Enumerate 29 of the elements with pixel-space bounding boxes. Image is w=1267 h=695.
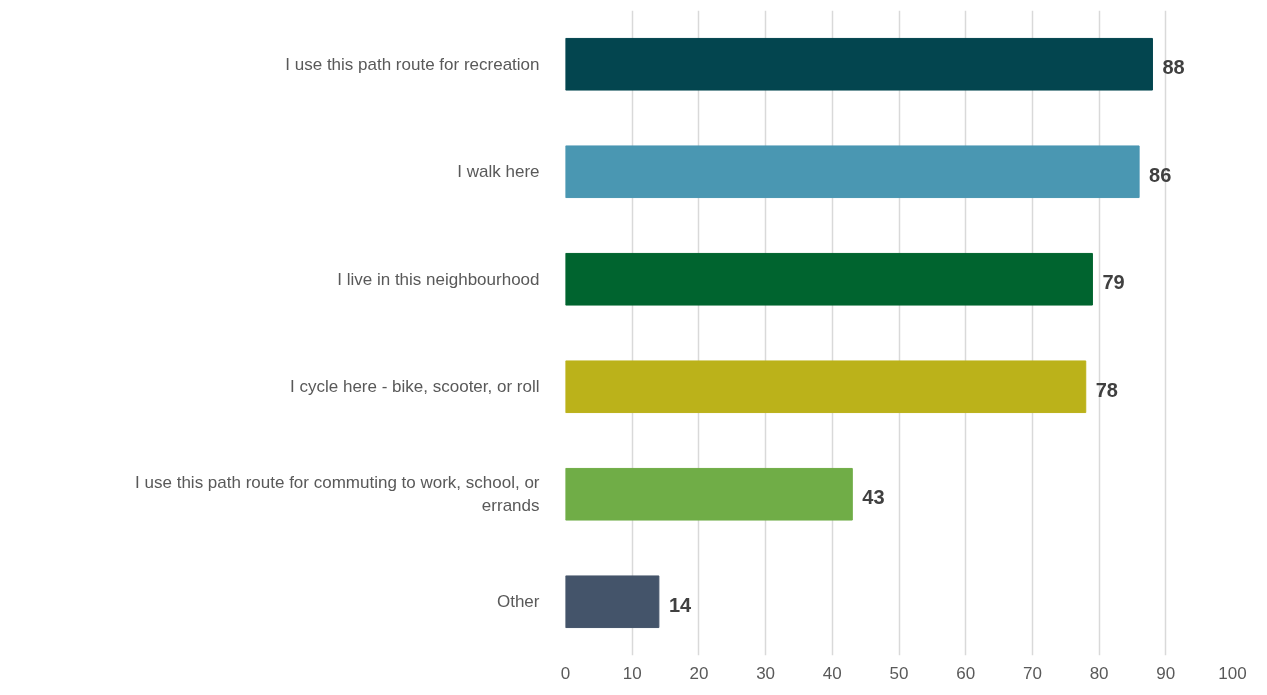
y-tick-label: I use this path route for recreation <box>285 54 540 74</box>
bar <box>565 467 853 521</box>
bar <box>565 145 1140 199</box>
data-label: 43 <box>862 486 885 509</box>
bar <box>565 252 1093 306</box>
y-tick-label: I cycle here - bike, scooter, or roll <box>290 377 540 397</box>
x-tick-label: 70 <box>1022 663 1042 683</box>
x-tick-label: 100 <box>1218 663 1247 683</box>
x-tick-label: 20 <box>689 663 709 683</box>
x-tick-label: 60 <box>956 663 976 683</box>
data-label: 14 <box>668 593 692 616</box>
data-label: 88 <box>1162 56 1185 79</box>
x-tick-label: 90 <box>1156 663 1176 683</box>
y-tick-label: I live in this neighbourhood <box>337 269 540 289</box>
y-tick-label: I use this path route for commuting to work, school, or errands <box>135 473 540 516</box>
data-label: 86 <box>1149 163 1172 186</box>
data-label: 78 <box>1095 378 1119 401</box>
x-tick-label: 30 <box>756 663 776 683</box>
x-tick-label: 0 <box>560 663 571 683</box>
x-tick-label: 50 <box>889 663 909 683</box>
bar <box>565 360 1087 414</box>
bar <box>565 575 660 629</box>
y-tick-label: Other <box>496 592 540 612</box>
x-tick-label: 80 <box>1089 663 1109 683</box>
x-tick-label: 40 <box>822 663 842 683</box>
y-tick-label: I walk here <box>457 162 540 182</box>
data-label: 79 <box>1102 271 1125 294</box>
bar <box>565 37 1153 91</box>
x-tick-label: 10 <box>622 663 642 683</box>
